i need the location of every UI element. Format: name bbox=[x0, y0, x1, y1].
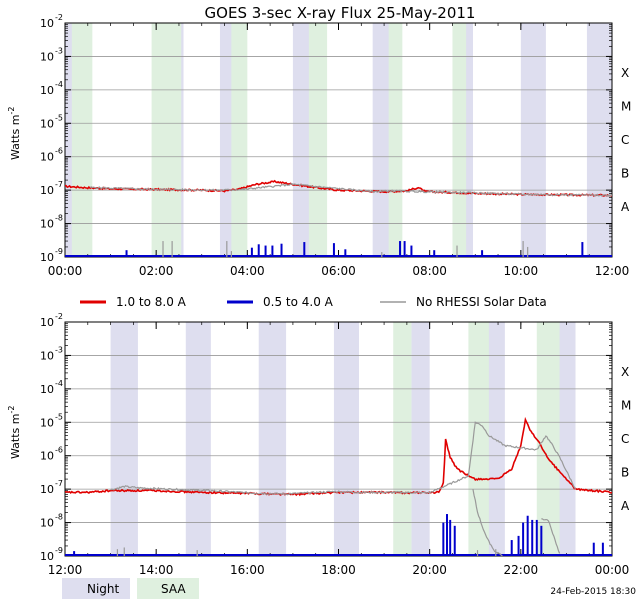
night-band bbox=[292, 23, 314, 257]
y-tick-exponent: -6 bbox=[55, 147, 63, 156]
y-tick-exponent: -2 bbox=[55, 312, 63, 321]
y-tick-exponent: -5 bbox=[55, 412, 63, 421]
y-tick-label: 10 bbox=[40, 50, 54, 63]
series-long-line bbox=[65, 416, 612, 497]
saa-band bbox=[151, 23, 182, 257]
saa-band bbox=[308, 23, 328, 257]
class-label: X bbox=[621, 365, 629, 379]
y-tick-label: 10 bbox=[40, 84, 54, 97]
y-tick-exponent: -7 bbox=[55, 479, 63, 488]
saa-band bbox=[468, 322, 489, 556]
class-label: A bbox=[621, 499, 630, 513]
y-tick-exponent: -6 bbox=[55, 446, 63, 455]
y-tick-exponent: -9 bbox=[55, 546, 63, 555]
x-tick-label: 12:00 bbox=[595, 264, 630, 278]
y-tick-label: 10 bbox=[40, 450, 54, 463]
night-band bbox=[557, 322, 576, 556]
x-tick-label: 16:00 bbox=[230, 563, 265, 577]
series-norhessi-line bbox=[110, 421, 577, 496]
y-tick-label: 10 bbox=[40, 550, 54, 563]
class-label: X bbox=[621, 66, 629, 80]
x-tick-label: 14:00 bbox=[139, 563, 174, 577]
y-tick-label: 10 bbox=[40, 218, 54, 231]
y-tick-label: 10 bbox=[40, 483, 54, 496]
y-tick-exponent: -3 bbox=[55, 46, 63, 55]
series-norhessi-lower bbox=[472, 489, 503, 556]
night-band bbox=[372, 23, 391, 257]
saa-band bbox=[393, 322, 412, 556]
y-tick-label: 10 bbox=[40, 416, 54, 429]
class-label: C bbox=[621, 133, 629, 147]
saa-band bbox=[231, 23, 248, 257]
series-norhessi-line bbox=[89, 182, 612, 197]
panel-bottom: 10-910-810-710-610-510-410-310 -212:00 14:… bbox=[7, 312, 631, 577]
saa-band bbox=[71, 23, 93, 257]
y-tick-exponent: -7 bbox=[55, 180, 63, 189]
night-band bbox=[333, 322, 360, 556]
y-tick-label: 10 bbox=[40, 517, 54, 530]
night-band bbox=[185, 322, 211, 556]
y-tick-exponent: -2 bbox=[55, 13, 63, 22]
saa-band bbox=[452, 23, 467, 257]
y-tick-exponent: -4 bbox=[55, 379, 63, 388]
legend-box-saa bbox=[137, 578, 199, 599]
y-tick-label: 10 bbox=[40, 349, 54, 362]
x-tick-label: 00:00 bbox=[48, 264, 83, 278]
x-tick-label: 12:00 bbox=[48, 563, 83, 577]
legend-label-saa: SAA bbox=[161, 582, 186, 596]
legend-box-night bbox=[62, 578, 130, 599]
footer-timestamp: 24-Feb-2015 18:30 bbox=[550, 587, 636, 597]
class-label: C bbox=[621, 432, 629, 446]
chart-title: GOES 3-sec X-ray Flux 25-May-2011 bbox=[205, 4, 476, 22]
y-axis-label-exponent: -2 bbox=[7, 406, 16, 414]
night-band bbox=[411, 322, 430, 556]
legend-label-night: Night bbox=[87, 582, 120, 596]
y-axis-label-exponent: -2 bbox=[7, 107, 16, 115]
y-tick-label: 10 bbox=[40, 184, 54, 197]
y-tick-label: 10 bbox=[40, 117, 54, 130]
series-legend: 1.0 to 8.0 A 0.5 to 4.0 A No RHESSI Sola… bbox=[80, 295, 547, 309]
x-tick-label: 00:00 bbox=[595, 563, 630, 577]
y-tick-exponent: -9 bbox=[55, 247, 63, 256]
series-norhessi-lower bbox=[541, 518, 561, 554]
y-tick-exponent: -4 bbox=[55, 80, 63, 89]
y-tick-label: 10 bbox=[40, 251, 54, 264]
y-tick-label: 10 bbox=[40, 383, 54, 396]
class-label: M bbox=[621, 399, 631, 413]
y-tick-label: 10 bbox=[40, 316, 54, 329]
night-band bbox=[586, 23, 612, 257]
y-tick-label: 10 bbox=[40, 151, 54, 164]
saa-band bbox=[388, 23, 403, 257]
x-tick-label: 22:00 bbox=[504, 563, 539, 577]
class-label: M bbox=[621, 100, 631, 114]
x-tick-label: 04:00 bbox=[230, 264, 265, 278]
night-band bbox=[258, 322, 287, 556]
y-tick-exponent: -3 bbox=[55, 345, 63, 354]
night-band bbox=[520, 23, 546, 257]
legend-label-long: 1.0 to 8.0 A bbox=[116, 295, 187, 309]
x-tick-label: 10:00 bbox=[504, 264, 539, 278]
class-label: A bbox=[621, 200, 630, 214]
y-tick-exponent: -5 bbox=[55, 113, 63, 122]
legend-label-short: 0.5 to 4.0 A bbox=[263, 295, 334, 309]
night-band bbox=[110, 322, 138, 556]
x-tick-label: 20:00 bbox=[412, 563, 447, 577]
series-layer bbox=[65, 416, 612, 556]
y-tick-label: 10 bbox=[40, 17, 54, 30]
class-label: B bbox=[621, 465, 629, 479]
y-axis-label: Watts m-2 bbox=[7, 107, 22, 160]
region-legend: Night SAA bbox=[62, 578, 199, 599]
series-layer bbox=[65, 179, 612, 257]
panel-top: 10-910-810-710-610-510-410-310 -200:00 02:… bbox=[7, 13, 631, 278]
x-tick-label: 06:00 bbox=[321, 264, 356, 278]
y-tick-exponent: -8 bbox=[55, 214, 63, 223]
class-label: B bbox=[621, 166, 629, 180]
x-tick-label: 08:00 bbox=[412, 264, 447, 278]
x-tick-label: 02:00 bbox=[139, 264, 174, 278]
y-axis-label: Watts m-2 bbox=[7, 406, 22, 459]
x-tick-label: 18:00 bbox=[321, 563, 356, 577]
legend-label-norhessi: No RHESSI Solar Data bbox=[416, 295, 547, 309]
y-tick-exponent: -8 bbox=[55, 513, 63, 522]
